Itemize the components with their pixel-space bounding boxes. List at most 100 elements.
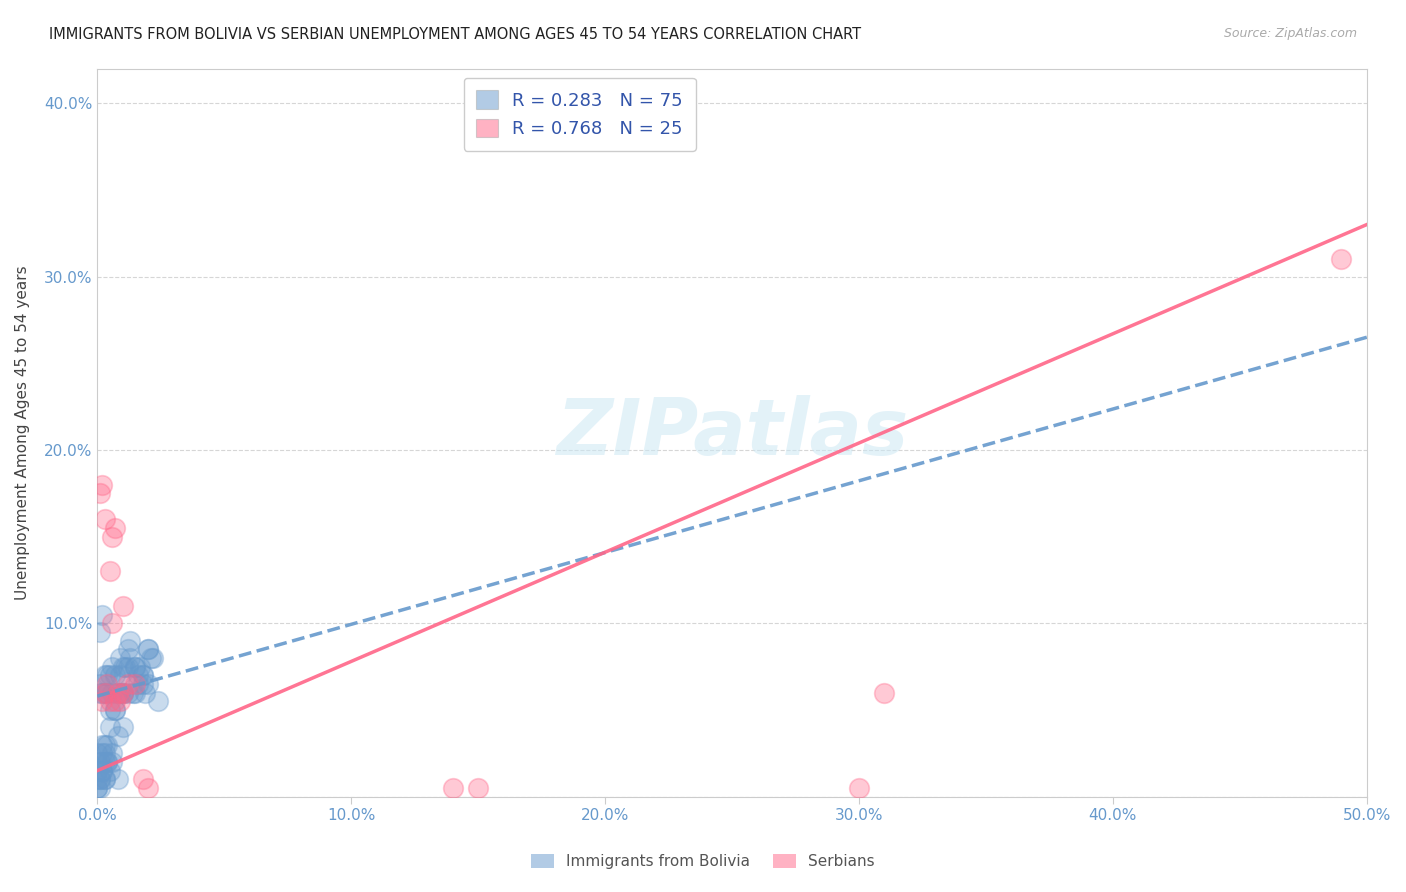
- Point: [89, 624, 111, 639]
- Point: [873, 686, 896, 700]
- Point: [111, 686, 134, 700]
- Point: [117, 677, 139, 691]
- Point: [124, 659, 146, 673]
- Point: [91, 738, 114, 752]
- Point: [117, 659, 139, 673]
- Point: [96, 738, 118, 752]
- Point: [96, 668, 118, 682]
- Point: [104, 521, 127, 535]
- Point: [129, 659, 152, 673]
- Point: [114, 659, 136, 673]
- Point: [139, 651, 162, 665]
- Point: [1330, 252, 1353, 267]
- Point: [91, 694, 114, 708]
- Point: [98, 668, 121, 682]
- Point: [127, 668, 149, 682]
- Point: [101, 530, 124, 544]
- Point: [96, 755, 118, 769]
- Point: [132, 677, 155, 691]
- Point: [94, 686, 117, 700]
- Text: Source: ZipAtlas.com: Source: ZipAtlas.com: [1223, 27, 1357, 40]
- Point: [142, 651, 165, 665]
- Point: [111, 659, 134, 673]
- Point: [89, 772, 111, 787]
- Point: [136, 642, 159, 657]
- Point: [101, 616, 124, 631]
- Point: [91, 477, 114, 491]
- Point: [132, 772, 155, 787]
- Point: [127, 677, 149, 691]
- Point: [104, 703, 127, 717]
- Point: [101, 686, 124, 700]
- Point: [117, 686, 139, 700]
- Point: [91, 764, 114, 778]
- Point: [101, 659, 124, 673]
- Point: [94, 738, 117, 752]
- Point: [101, 755, 124, 769]
- Point: [98, 694, 121, 708]
- Point: [107, 686, 129, 700]
- Point: [94, 668, 117, 682]
- Point: [120, 651, 142, 665]
- Point: [124, 659, 146, 673]
- Point: [111, 599, 134, 613]
- Point: [117, 642, 139, 657]
- Point: [104, 668, 127, 682]
- Point: [91, 747, 114, 761]
- Point: [94, 747, 117, 761]
- Point: [104, 694, 127, 708]
- Point: [89, 780, 111, 795]
- Point: [94, 772, 117, 787]
- Point: [848, 780, 870, 795]
- Point: [132, 668, 155, 682]
- Legend: R = 0.283   N = 75, R = 0.768   N = 25: R = 0.283 N = 75, R = 0.768 N = 25: [464, 78, 696, 151]
- Point: [136, 642, 159, 657]
- Point: [94, 755, 117, 769]
- Point: [98, 720, 121, 734]
- Point: [96, 755, 118, 769]
- Point: [86, 780, 108, 795]
- Point: [107, 729, 129, 743]
- Y-axis label: Unemployment Among Ages 45 to 54 years: Unemployment Among Ages 45 to 54 years: [15, 265, 30, 600]
- Point: [107, 772, 129, 787]
- Point: [148, 694, 170, 708]
- Text: IMMIGRANTS FROM BOLIVIA VS SERBIAN UNEMPLOYMENT AMONG AGES 45 TO 54 YEARS CORREL: IMMIGRANTS FROM BOLIVIA VS SERBIAN UNEMP…: [49, 27, 862, 42]
- Point: [108, 668, 131, 682]
- Point: [89, 772, 111, 787]
- Point: [136, 780, 159, 795]
- Point: [111, 720, 134, 734]
- Point: [111, 686, 134, 700]
- Point: [107, 686, 129, 700]
- Point: [94, 512, 117, 526]
- Point: [108, 686, 131, 700]
- Point: [98, 703, 121, 717]
- Point: [108, 694, 131, 708]
- Point: [104, 703, 127, 717]
- Point: [124, 686, 146, 700]
- Point: [86, 772, 108, 787]
- Point: [121, 686, 143, 700]
- Point: [94, 686, 117, 700]
- Point: [136, 677, 159, 691]
- Point: [96, 686, 118, 700]
- Point: [89, 486, 111, 500]
- Point: [86, 764, 108, 778]
- Text: ZIPatlas: ZIPatlas: [555, 394, 908, 471]
- Point: [101, 747, 124, 761]
- Point: [132, 668, 155, 682]
- Point: [98, 764, 121, 778]
- Point: [91, 764, 114, 778]
- Point: [124, 677, 146, 691]
- Legend: Immigrants from Bolivia, Serbians: Immigrants from Bolivia, Serbians: [524, 848, 882, 875]
- Point: [86, 780, 108, 795]
- Point: [91, 686, 114, 700]
- Point: [98, 564, 121, 578]
- Point: [91, 607, 114, 622]
- Point: [89, 755, 111, 769]
- Point: [467, 780, 489, 795]
- Point: [111, 686, 134, 700]
- Point: [120, 633, 142, 648]
- Point: [86, 755, 108, 769]
- Point: [134, 686, 156, 700]
- Point: [89, 677, 111, 691]
